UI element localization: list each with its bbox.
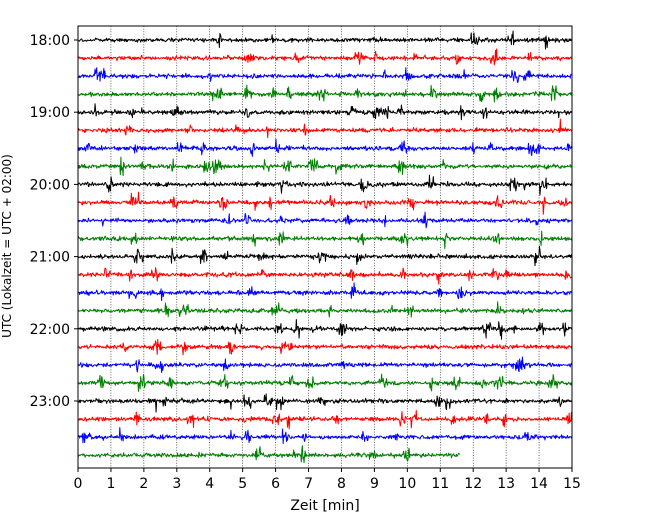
x-tick-label: 6: [271, 476, 280, 492]
seismic-trace-1930: [77, 138, 573, 157]
seismic-trace-2230: [77, 356, 573, 373]
y-tick-label: 19:00: [30, 105, 70, 121]
seismic-trace-2315: [77, 409, 573, 430]
y-tick-label: 20:00: [30, 177, 70, 193]
grid-lines: [110, 26, 540, 468]
seismic-trace-1845: [77, 84, 573, 103]
seismic-trace-1945: [77, 156, 573, 177]
seismic-trace-2300: [77, 393, 573, 413]
x-tick-label: 10: [398, 476, 416, 492]
x-tick-label: 11: [431, 476, 449, 492]
seismic-trace-2030: [77, 211, 573, 229]
seismic-trace-2330: [77, 427, 573, 445]
x-tick-label: 2: [139, 476, 148, 492]
seismic-trace-2115: [77, 267, 573, 285]
seismic-trace-2200: [77, 319, 573, 340]
x-axis-label: Zeit [min]: [290, 498, 359, 514]
seismic-trace-2100: [77, 245, 573, 267]
y-tick-label: 21:00: [30, 250, 70, 266]
seismic-trace-2130: [77, 282, 573, 302]
x-tick-label: 15: [563, 476, 581, 492]
y-axis-label: UTC (Lokalzeit = UTC + 02:00): [0, 154, 14, 338]
x-tick-label: 9: [370, 476, 379, 492]
x-tick-label: 0: [74, 476, 83, 492]
seismic-trace-2215: [77, 338, 573, 356]
x-axis-ticks: 0 1 2 3 4 5 6 7 8 9 10 11 12 13 14 15: [74, 468, 581, 492]
x-tick-label: 1: [106, 476, 115, 492]
x-tick-label: 5: [238, 476, 247, 492]
x-tick-label: 3: [172, 476, 181, 492]
y-axis-ticks: 18:00 19:00 20:00 21:00 22:00 23:00: [30, 33, 78, 410]
seismic-traces: [77, 30, 573, 464]
y-tick-label: 23:00: [30, 394, 70, 410]
x-tick-label: 13: [497, 476, 515, 492]
seismic-trace-2245: [77, 373, 573, 392]
seismic-trace-2145: [77, 301, 573, 318]
y-tick-label: 18:00: [30, 33, 70, 49]
seismic-trace-1915: [77, 118, 573, 139]
seismic-trace-1900: [77, 103, 572, 121]
seismic-trace-2015: [77, 191, 573, 215]
x-tick-label: 8: [337, 476, 346, 492]
x-tick-label: 12: [464, 476, 482, 492]
x-tick-label: 4: [205, 476, 214, 492]
seismic-trace-1800: [77, 30, 573, 50]
plot-frame: [77, 25, 573, 469]
x-tick-label: 7: [304, 476, 313, 492]
x-tick-label: 14: [530, 476, 548, 492]
seismic-trace-2000: [77, 174, 573, 196]
seismic-trace-2345: [77, 445, 461, 464]
seismic-trace-2045: [77, 230, 573, 250]
seismic-trace-1830: [77, 67, 573, 83]
y-tick-label: 22:00: [30, 322, 70, 338]
seismic-trace-1815: [77, 48, 573, 66]
